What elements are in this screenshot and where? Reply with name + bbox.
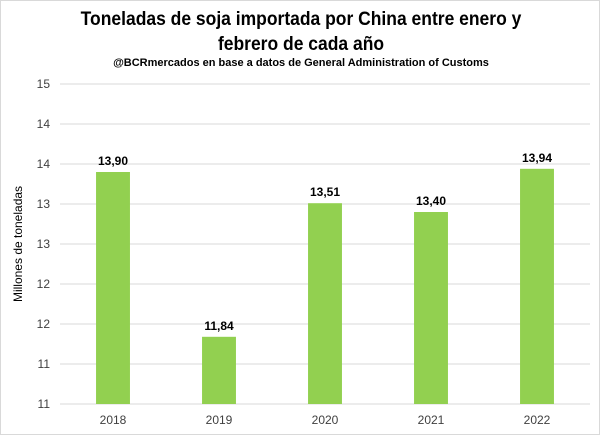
x-tick-label-2021: 2021 bbox=[418, 413, 445, 427]
chart-title-line-2: febrero de cada año bbox=[217, 34, 385, 55]
y-tick-label: 14 bbox=[37, 117, 51, 131]
bar-2021 bbox=[414, 212, 448, 404]
x-axis-tick-labels: 2018 2019 2020 2021 2022 bbox=[100, 413, 551, 427]
bar-2019 bbox=[202, 336, 236, 404]
y-tick-label: 15 bbox=[37, 77, 51, 91]
data-label-2021: 13,40 bbox=[416, 194, 446, 208]
x-tick-label-2022: 2022 bbox=[524, 413, 551, 427]
y-tick-label: 11 bbox=[38, 397, 51, 411]
y-axis-label: Millones de toneladas bbox=[11, 186, 25, 302]
bar-2022 bbox=[520, 168, 554, 404]
bar-2020 bbox=[308, 203, 342, 404]
x-tick-label-2020: 2020 bbox=[312, 413, 339, 427]
x-tick-label-2019: 2019 bbox=[206, 413, 233, 427]
data-label-2019: 11,84 bbox=[204, 319, 234, 333]
chart-title-line-1: Toneladas de soja importada por China en… bbox=[80, 9, 522, 30]
chart-title: Toneladas de soja importada por China en… bbox=[25, 7, 577, 57]
data-label-2018: 13,90 bbox=[98, 154, 128, 168]
bars bbox=[96, 168, 554, 404]
y-tick-label: 12 bbox=[37, 277, 51, 291]
y-tick-label: 12 bbox=[37, 317, 51, 331]
y-tick-label: 13 bbox=[37, 237, 51, 251]
bar-2018 bbox=[96, 172, 130, 404]
y-axis-tick-labels: 11 11 12 12 13 13 14 14 15 bbox=[37, 77, 51, 411]
y-tick-label: 11 bbox=[38, 357, 51, 371]
data-labels: 13,90 11,84 13,51 13,40 13,94 bbox=[98, 151, 552, 333]
y-tick-label: 13 bbox=[37, 197, 51, 211]
data-label-2020: 13,51 bbox=[310, 185, 340, 199]
y-tick-label: 14 bbox=[37, 157, 51, 171]
x-tick-label-2018: 2018 bbox=[100, 413, 127, 427]
chart-subtitle: @BCRmercados en base a datos de General … bbox=[113, 57, 489, 69]
data-label-2022: 13,94 bbox=[522, 151, 552, 165]
